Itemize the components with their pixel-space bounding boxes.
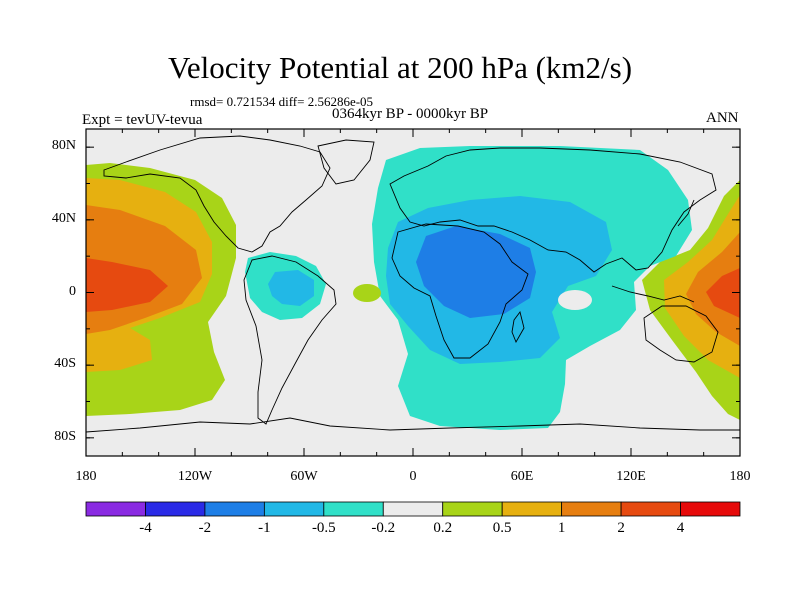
colorbar-swatch xyxy=(501,501,563,517)
colorbar-label: 1 xyxy=(557,520,566,536)
contour-2-east xyxy=(706,268,740,318)
map-title: Velocity Potential at 200 hPa (km2/s) xyxy=(167,50,633,85)
colorbar-label: -0.2 xyxy=(371,520,396,536)
colorbar xyxy=(85,501,741,517)
lon-tick-label: 180 xyxy=(729,469,751,484)
period-label: 0364kyr BP - 0000kyr BP xyxy=(331,106,489,122)
lon-tick-label: 0 xyxy=(409,469,417,484)
experiment-label: Expt = tevUV-tevua xyxy=(82,112,203,128)
colorbar-swatch xyxy=(323,501,384,517)
colorbar-swatch xyxy=(620,501,681,517)
coast-madagascar xyxy=(511,310,525,344)
lat-tick-label: 80N xyxy=(51,138,76,154)
contour-2-west xyxy=(86,258,168,312)
colorbar-swatch xyxy=(442,501,503,517)
coast-north-america xyxy=(103,135,331,253)
colorbar-label: -4 xyxy=(139,520,152,536)
contour-0.2-atlantic xyxy=(353,284,381,302)
colorbar-swatch xyxy=(145,501,206,517)
coast-antarctica xyxy=(86,417,740,433)
contour-neutral-indian-ocean xyxy=(558,290,592,310)
colorbar-label: -2 xyxy=(198,520,212,536)
lon-tick-label: 60W xyxy=(290,469,318,484)
coast-indonesia xyxy=(611,285,695,303)
lat-tick-label: 80S xyxy=(54,428,76,444)
colorbar-label: 4 xyxy=(676,520,685,536)
coast-japan xyxy=(677,199,695,227)
coast-eurasia xyxy=(389,147,717,273)
lat-tick-label: 40S xyxy=(54,356,76,372)
coastlines xyxy=(86,135,740,433)
colorbar-label: 0.2 xyxy=(433,520,453,536)
axis-ticks xyxy=(85,129,741,456)
colorbar-swatch xyxy=(561,501,622,517)
colorbar-swatch xyxy=(263,501,325,517)
colorbar-swatch xyxy=(85,501,146,517)
contour-neg0.5-americas xyxy=(268,270,314,306)
lon-tick-label: 60E xyxy=(510,469,534,484)
lon-tick-label: 120E xyxy=(616,469,646,484)
contour-fill-layer xyxy=(86,129,740,456)
coast-greenland xyxy=(317,139,375,185)
coast-africa xyxy=(391,223,529,359)
contour-neg1-afro-asia xyxy=(416,226,536,318)
lat-tick-label: 40N xyxy=(51,210,76,226)
colorbar-swatch xyxy=(204,501,265,517)
colorbar-swatch xyxy=(680,501,741,517)
coast-australia xyxy=(643,305,719,363)
colorbar-label: -1 xyxy=(258,520,271,536)
colorbar-label: 0.5 xyxy=(492,520,512,536)
colorbar-label: -0.5 xyxy=(311,520,336,536)
lon-tick-label: 120W xyxy=(177,469,213,484)
colorbar-swatch xyxy=(382,501,444,517)
colorbar-label: 2 xyxy=(617,520,625,536)
lat-tick-label: 0 xyxy=(69,283,76,299)
season-label: ANN xyxy=(706,110,739,126)
rmsd-diff-stats: rmsd= 0.721534 diff= 2.56286e-05 xyxy=(190,94,374,109)
lon-tick-label: 180 xyxy=(75,469,97,484)
coast-south-america xyxy=(243,255,337,425)
